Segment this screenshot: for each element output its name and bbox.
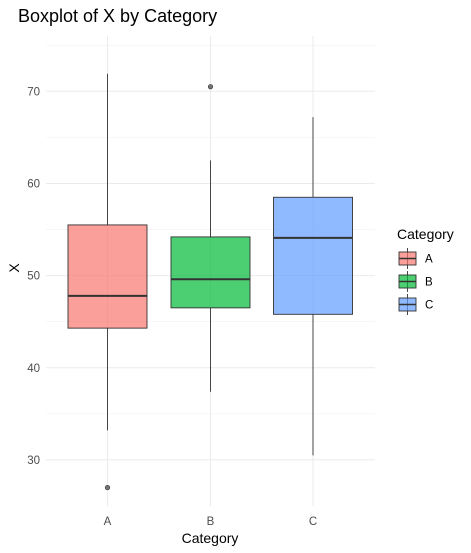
y-tick-label: 30	[27, 455, 40, 467]
legend-label: A	[425, 254, 433, 266]
x-tick-label: A	[104, 516, 112, 528]
legend: ABC	[398, 248, 433, 315]
axes-layer: 30 40 50 60 70 A B C	[27, 86, 317, 528]
legend-item-c: C	[398, 294, 433, 315]
y-tick-label: 60	[27, 178, 40, 190]
x-axis-title: Category	[182, 530, 239, 546]
x-tick-label: C	[309, 516, 317, 528]
legend-label: C	[425, 300, 433, 312]
outlier-point	[104, 484, 111, 491]
box-iqr	[67, 224, 148, 329]
legend-label: B	[425, 277, 433, 289]
box-iqr	[170, 236, 251, 309]
boxes-layer	[67, 73, 353, 491]
y-axis-title: X	[6, 263, 22, 273]
box-iqr	[273, 196, 353, 315]
y-tick-label: 50	[27, 271, 40, 283]
y-tick-label: 70	[27, 86, 40, 98]
box-group-c	[273, 117, 353, 456]
legend-title: Category	[397, 226, 454, 242]
x-tick-label: B	[207, 516, 215, 528]
y-tick-label: 40	[27, 363, 40, 375]
chart-title: Boxplot of X by Category	[18, 6, 217, 26]
legend-item-b: B	[398, 271, 433, 292]
outlier-point	[207, 84, 214, 90]
box-group-b	[170, 84, 251, 392]
legend-item-a: A	[398, 248, 433, 269]
box-group-a	[67, 73, 148, 491]
